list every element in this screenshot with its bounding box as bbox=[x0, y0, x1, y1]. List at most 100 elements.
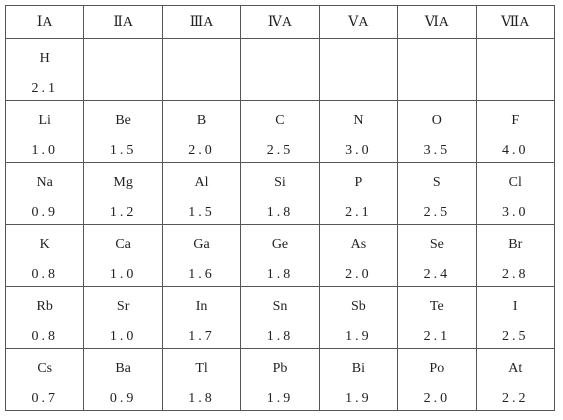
electronegativity: 2.0 bbox=[423, 391, 451, 406]
element-symbol: Ca bbox=[115, 237, 131, 252]
element-symbol: At bbox=[508, 361, 523, 376]
cell: K 0.8 bbox=[4, 224, 85, 287]
element-symbol: Sb bbox=[351, 299, 366, 314]
electronegativity: 1.8 bbox=[266, 329, 294, 344]
element-symbol: Ba bbox=[115, 361, 131, 376]
element-symbol: In bbox=[195, 299, 208, 314]
cell: Si 1.8 bbox=[240, 162, 320, 225]
element-symbol: Cs bbox=[37, 361, 53, 376]
cell: In 1.7 bbox=[161, 286, 242, 349]
header-cell: ⅢA bbox=[161, 5, 242, 39]
electronegativity: 1.9 bbox=[345, 391, 372, 406]
electronegativity: 4.0 bbox=[502, 143, 529, 158]
electronegativity: 1.8 bbox=[188, 391, 215, 406]
electronegativity: 1.6 bbox=[188, 267, 215, 282]
electronegativity: 2.4 bbox=[423, 267, 451, 282]
cell: Be 1.5 bbox=[83, 100, 163, 163]
cell: B 2.0 bbox=[161, 100, 242, 163]
element-symbol: Br bbox=[508, 237, 523, 252]
cell: H 2.1 bbox=[4, 38, 85, 101]
element-symbol: As bbox=[350, 237, 367, 252]
electronegativity: 2.0 bbox=[345, 267, 372, 282]
header-cell: ⅤA bbox=[318, 5, 399, 39]
element-symbol: Be bbox=[115, 113, 131, 128]
element-symbol: N bbox=[353, 113, 364, 128]
electronegativity: 1.5 bbox=[109, 143, 137, 158]
element-symbol: Al bbox=[194, 175, 209, 190]
cell: Ga 1.6 bbox=[161, 224, 242, 287]
element-symbol: S bbox=[432, 175, 441, 190]
element-symbol: Rb bbox=[36, 299, 53, 314]
element-symbol: K bbox=[39, 237, 50, 252]
cell: I 2.5 bbox=[475, 286, 556, 349]
electronegativity: 2.0 bbox=[188, 143, 215, 158]
element-symbol: Si bbox=[274, 175, 286, 190]
element-symbol: Te bbox=[429, 299, 444, 314]
electronegativity: 1.7 bbox=[188, 329, 215, 344]
electronegativity: 0.9 bbox=[109, 391, 137, 406]
row: Rb 0.8 Sr 1.0 In 1.7 Sn 1.8 Sb 1.9 Te 2.1 I 2.5 bbox=[4, 286, 556, 349]
cell bbox=[83, 38, 163, 101]
electronegativity: 2.1 bbox=[31, 81, 58, 96]
element-symbol: Po bbox=[429, 361, 445, 376]
electronegativity: 0.8 bbox=[31, 267, 58, 282]
cell: Li 1.0 bbox=[4, 100, 85, 163]
electronegativity: 2.5 bbox=[266, 143, 294, 158]
element-symbol: Tl bbox=[195, 361, 208, 376]
electronegativity: 1.0 bbox=[109, 329, 137, 344]
electronegativity: 1.2 bbox=[109, 205, 137, 220]
electronegativity: 3.0 bbox=[502, 205, 529, 220]
row: K 0.8 Ca 1.0 Ga 1.6 Ge 1.8 As 2.0 Se 2.4 Br 2.8 bbox=[4, 224, 556, 287]
cell: Ge 1.8 bbox=[240, 224, 320, 287]
cell bbox=[240, 38, 320, 101]
electronegativity: 3.0 bbox=[345, 143, 372, 158]
electronegativity: 1.8 bbox=[266, 205, 294, 220]
cell: Na 0.9 bbox=[4, 162, 85, 225]
cell: F 4.0 bbox=[475, 100, 556, 163]
cell: P 2.1 bbox=[318, 162, 399, 225]
row: Cs 0.7 Ba 0.9 Tl 1.8 Pb 1.9 Bi 1.9 Po 2.0 At 2.2 bbox=[4, 348, 556, 411]
row: Li 1.0 Be 1.5 B 2.0 C 2.5 N 3.0 O 3.5 F 4.0 bbox=[4, 100, 556, 163]
element-symbol: P bbox=[354, 175, 363, 190]
element-symbol: H bbox=[39, 51, 50, 66]
cell: Tl 1.8 bbox=[161, 348, 242, 411]
electronegativity: 0.9 bbox=[31, 205, 58, 220]
cell: Cl 3.0 bbox=[475, 162, 556, 225]
cell: At 2.2 bbox=[475, 348, 556, 411]
electronegativity: 1.5 bbox=[188, 205, 215, 220]
electronegativity: 0.8 bbox=[31, 329, 58, 344]
element-symbol: Pb bbox=[272, 361, 288, 376]
cell bbox=[397, 38, 477, 101]
element-symbol: Na bbox=[36, 175, 53, 190]
cell: Se 2.4 bbox=[397, 224, 477, 287]
element-symbol: Ga bbox=[193, 237, 210, 252]
cell: S 2.5 bbox=[397, 162, 477, 225]
electronegativity: 2.1 bbox=[345, 205, 372, 220]
element-symbol: Mg bbox=[113, 175, 133, 190]
cell: Ca 1.0 bbox=[83, 224, 163, 287]
electronegativity: 1.0 bbox=[31, 143, 58, 158]
element-symbol: Li bbox=[38, 113, 51, 128]
cell: As 2.0 bbox=[318, 224, 399, 287]
cell bbox=[161, 38, 242, 101]
electronegativity: 2.5 bbox=[502, 329, 529, 344]
page: ⅠA ⅡA ⅢA ⅣA ⅤA ⅥA ⅦA H 2.1 Li 1.0 Be 1.5 B 2.0 C 2.5 N 3.0… bbox=[4, 5, 556, 411]
element-symbol: Ge bbox=[271, 237, 289, 252]
element-symbol: Se bbox=[429, 237, 444, 252]
header-cell: ⅦA bbox=[475, 5, 556, 39]
cell: O 3.5 bbox=[397, 100, 477, 163]
electronegativity-table: ⅠA ⅡA ⅢA ⅣA ⅤA ⅥA ⅦA H 2.1 Li 1.0 Be 1.5 B 2.0 C 2.5 N 3.0… bbox=[4, 5, 556, 411]
electronegativity: 1.8 bbox=[266, 267, 294, 282]
cell: Rb 0.8 bbox=[4, 286, 85, 349]
header-cell: ⅥA bbox=[397, 5, 477, 39]
cell: N 3.0 bbox=[318, 100, 399, 163]
electronegativity: 2.8 bbox=[502, 267, 529, 282]
header-row: ⅠA ⅡA ⅢA ⅣA ⅤA ⅥA ⅦA bbox=[4, 5, 556, 39]
cell: Pb 1.9 bbox=[240, 348, 320, 411]
element-symbol: Sn bbox=[272, 299, 288, 314]
element-symbol: C bbox=[275, 113, 285, 128]
cell: Br 2.8 bbox=[475, 224, 556, 287]
electronegativity: 3.5 bbox=[423, 143, 451, 158]
cell: Po 2.0 bbox=[397, 348, 477, 411]
row: H 2.1 bbox=[4, 38, 556, 101]
